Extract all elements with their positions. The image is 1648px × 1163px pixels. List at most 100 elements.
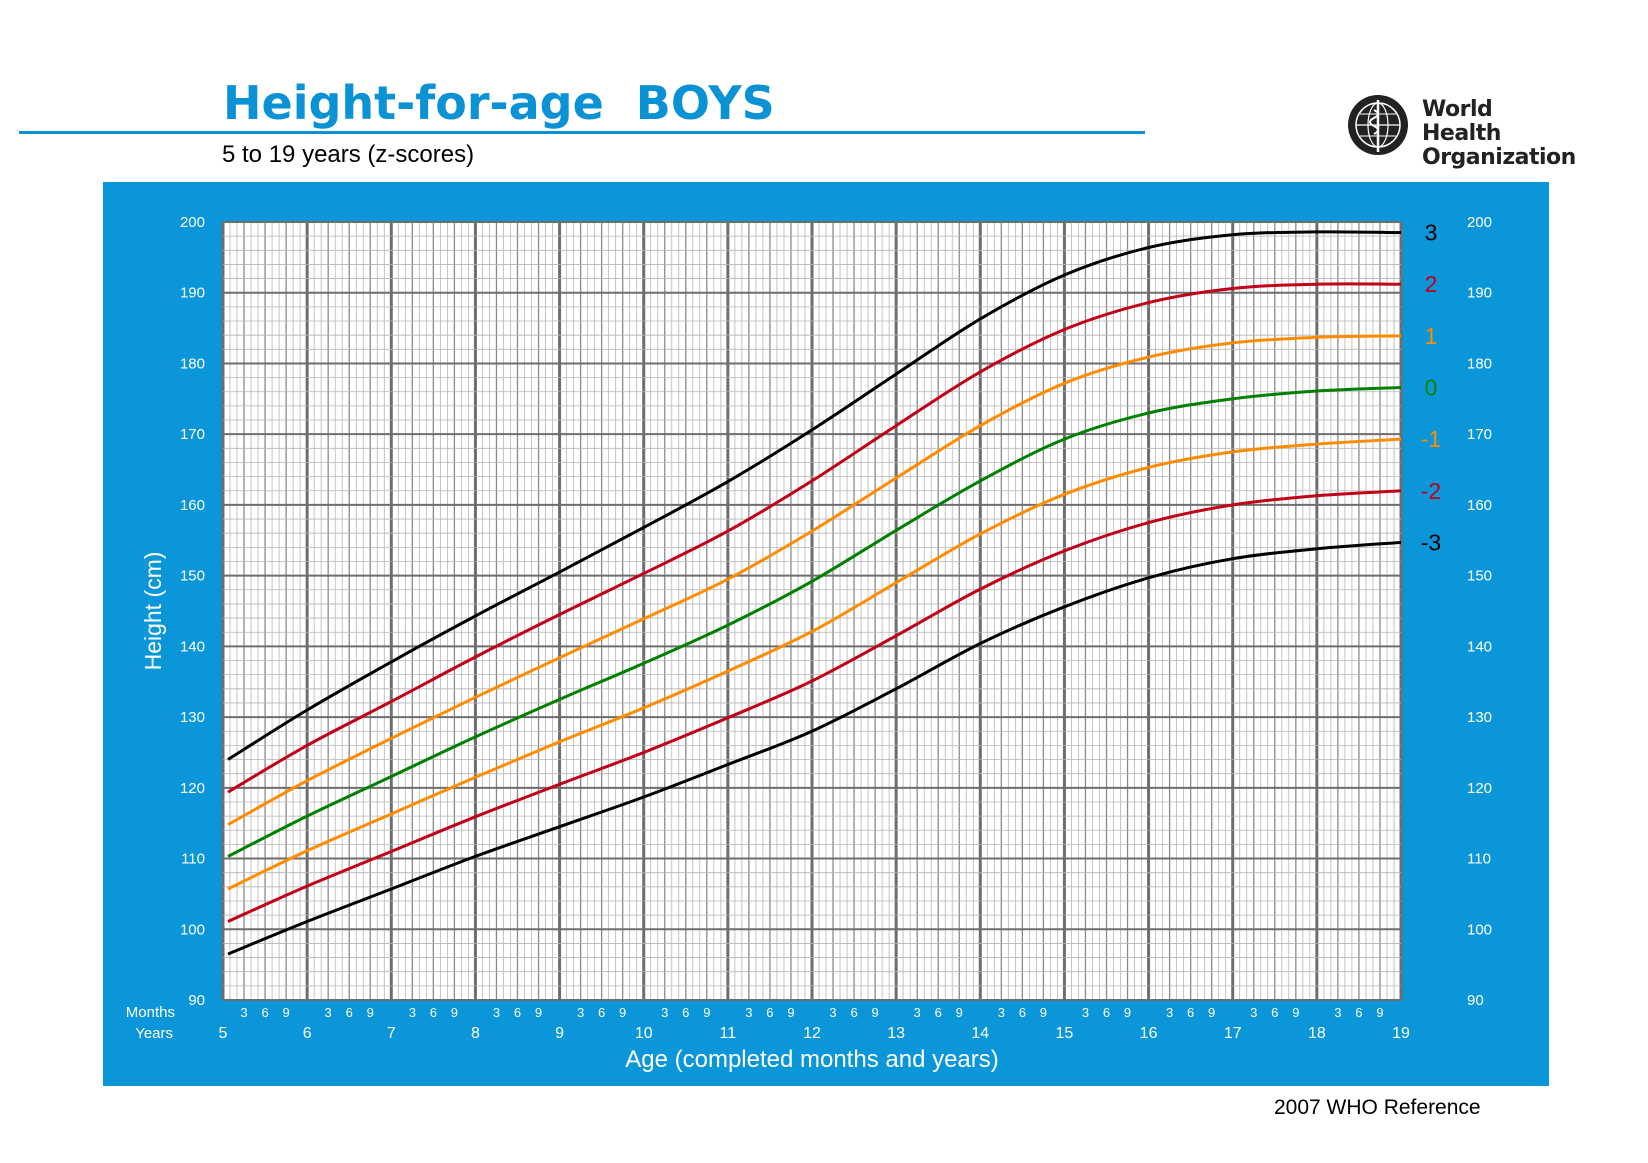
year-tick-label: 16 [1140,1025,1158,1042]
year-tick-label: 18 [1308,1025,1326,1042]
month-tick-label: 3 [914,1005,921,1020]
month-tick-label: 9 [535,1005,542,1020]
month-tick-label: 3 [661,1005,668,1020]
y-tick-label-right: 180 [1467,355,1492,372]
month-tick-label: 9 [871,1005,878,1020]
y-tick-label-left: 170 [180,426,205,443]
year-tick-label: 13 [887,1025,905,1042]
y-tick-label-left: 150 [180,568,205,585]
y-tick-label-right: 100 [1467,921,1492,938]
month-tick-label: 6 [514,1005,521,1020]
month-tick-label: 9 [1208,1005,1215,1020]
month-tick-label: 3 [493,1005,500,1020]
month-tick-label: 9 [787,1005,794,1020]
y-tick-label-right: 90 [1467,992,1484,1009]
y-tick-label-left: 130 [180,709,205,726]
month-tick-label: 6 [1103,1005,1110,1020]
y-tick-label-right: 110 [1467,851,1491,868]
month-tick-label: 3 [1250,1005,1257,1020]
chart-subtitle: 5 to 19 years (z-scores) [222,141,475,168]
y-tick-label-left: 100 [180,921,205,938]
month-tick-label: 9 [1040,1005,1047,1020]
year-tick-label: 9 [555,1025,564,1042]
y-tick-label-left: 160 [180,497,205,514]
month-tick-label: 3 [998,1005,1005,1020]
month-tick-label: 6 [1019,1005,1026,1020]
month-tick-label: 6 [598,1005,605,1020]
month-tick-label: 6 [1355,1005,1362,1020]
y-tick-label-left: 140 [180,638,205,655]
series-line-z-3 [227,540,1402,956]
year-tick-label: 8 [471,1025,480,1042]
series-label-z-1: -1 [1421,426,1441,452]
months-row-label: Months [126,1004,175,1021]
y-tick-label-right: 140 [1467,638,1492,655]
y-tick-label-right: 190 [1467,285,1492,302]
month-tick-label: 6 [766,1005,773,1020]
year-tick-label: 6 [303,1025,312,1042]
year-tick-label: 14 [971,1025,989,1042]
y-tick-label-right: 150 [1467,568,1492,585]
who-logo-text: World Health Organization [1422,98,1576,170]
month-tick-label: 6 [430,1005,437,1020]
month-tick-label: 9 [1376,1005,1383,1020]
month-tick-label: 9 [451,1005,458,1020]
year-tick-label: 5 [219,1025,228,1042]
logo-text-line1: World Health [1422,97,1501,146]
series-label-z3: 3 [1425,220,1438,246]
series-label-z-2: -2 [1421,478,1441,504]
chart-panel: 90 90 100 100 110 110 120 120 130 130 140 140 150 150… [103,182,1549,1086]
y-tick-label-left: 200 [180,214,205,231]
year-tick-label: 11 [720,1025,737,1042]
who-logo: World Health Organization [1340,90,1576,170]
series-label-z-3: -3 [1421,529,1441,555]
month-tick-label: 9 [703,1005,710,1020]
year-tick-label: 7 [387,1025,396,1042]
y-tick-label-right: 170 [1467,426,1492,443]
month-tick-label: 9 [1292,1005,1299,1020]
month-tick-label: 3 [240,1005,247,1020]
month-tick-label: 6 [346,1005,353,1020]
month-tick-label: 6 [1271,1005,1278,1020]
series-line-z3 [227,230,1402,761]
month-tick-label: 6 [935,1005,942,1020]
month-tick-label: 3 [1166,1005,1173,1020]
year-tick-label: 15 [1056,1025,1074,1042]
x-axis-label: Age (completed months and years) [625,1046,999,1073]
month-tick-label: 6 [682,1005,689,1020]
month-tick-label: 9 [619,1005,626,1020]
month-tick-label: 3 [1082,1005,1089,1020]
series-line-z-2 [227,489,1402,923]
month-tick-label: 9 [282,1005,289,1020]
month-tick-label: 6 [1187,1005,1194,1020]
series-line-z0 [227,386,1402,858]
chart-title: Height-for-age BOYS [223,76,775,130]
month-tick-label: 3 [325,1005,332,1020]
year-tick-label: 10 [635,1025,653,1042]
month-tick-label: 6 [261,1005,268,1020]
month-tick-label: 6 [850,1005,857,1020]
month-tick-label: 3 [829,1005,836,1020]
y-tick-label-left: 190 [180,285,205,302]
series-label-z1: 1 [1425,323,1438,349]
series-line-z-1 [227,437,1402,891]
series-line-z1 [227,334,1402,826]
year-tick-label: 17 [1224,1025,1242,1042]
series-line-z2 [227,282,1402,794]
month-tick-label: 9 [367,1005,374,1020]
month-tick-label: 3 [409,1005,416,1020]
month-tick-label: 3 [745,1005,752,1020]
reference-note: 2007 WHO Reference [1274,1096,1481,1119]
who-emblem-icon [1348,95,1408,155]
title-underline [19,131,1145,134]
y-tick-label-left: 120 [180,780,205,797]
year-tick-label: 19 [1392,1025,1410,1042]
y-tick-label-left: 180 [180,355,205,372]
month-tick-label: 3 [1334,1005,1341,1020]
logo-text-line2: Organization [1422,145,1576,170]
series-label-z0: 0 [1425,375,1438,401]
year-tick-label: 12 [803,1025,821,1042]
y-tick-label-left: 110 [181,851,205,868]
month-tick-label: 9 [1124,1005,1131,1020]
